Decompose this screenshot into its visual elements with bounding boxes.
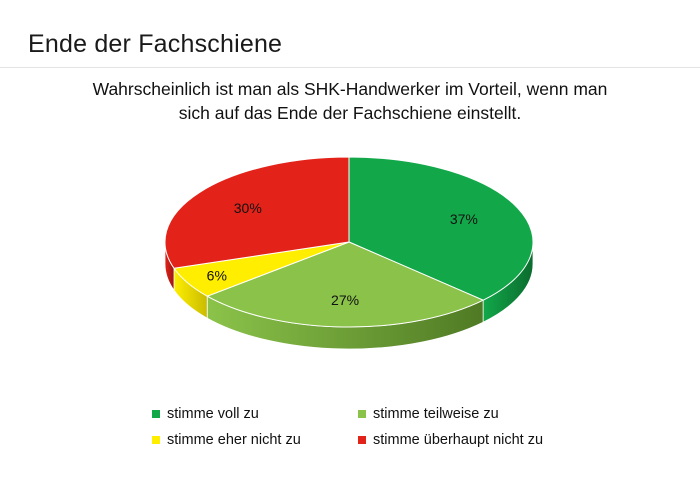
legend-swatch-ueberhaupt-nicht	[358, 436, 366, 444]
pie-slice-ueberhaupt-nicht	[164, 156, 350, 269]
data-label-teilweise: 27%	[331, 292, 359, 308]
pie-slice-voll	[348, 156, 534, 301]
legend-swatch-teilweise	[358, 410, 366, 418]
legend-label-ueberhaupt-nicht: stimme überhaupt nicht zu	[373, 432, 544, 448]
legend-label-eher-nicht: stimme eher nicht zu	[167, 432, 301, 448]
data-label-eher-nicht: 6%	[207, 268, 227, 284]
legend-item-ueberhaupt-nicht: stimme überhaupt nicht zu	[358, 431, 543, 449]
chart-title-line-1: Wahrscheinlich ist man als SHK-Handwerke…	[92, 79, 608, 99]
legend-swatch-eher-nicht	[152, 436, 160, 444]
legend-label-teilweise: stimme teilweise zu	[373, 406, 499, 422]
legend-item-voll: stimme voll zu	[152, 405, 259, 423]
legend-label-voll: stimme voll zu	[167, 406, 259, 422]
pie-slice-teilweise	[206, 241, 485, 328]
legend-swatch-voll	[152, 410, 160, 418]
slide-title: Ende der Fachschiene	[28, 30, 283, 58]
pie-slices	[164, 156, 534, 328]
legend-item-eher-nicht: stimme eher nicht zu	[152, 431, 301, 449]
chart-title-line-2: sich auf das Ende der Fachschiene einste…	[178, 103, 522, 123]
title-divider	[0, 67, 700, 68]
chart-title: Wahrscheinlich ist man als SHK-Handwerke…	[0, 77, 700, 125]
legend-item-teilweise: stimme teilweise zu	[358, 405, 499, 423]
pie-data-labels: 37% 27% 6% 30%	[207, 200, 478, 308]
data-label-voll: 37%	[450, 211, 478, 227]
data-label-ueberhaupt-nicht: 30%	[234, 200, 262, 216]
